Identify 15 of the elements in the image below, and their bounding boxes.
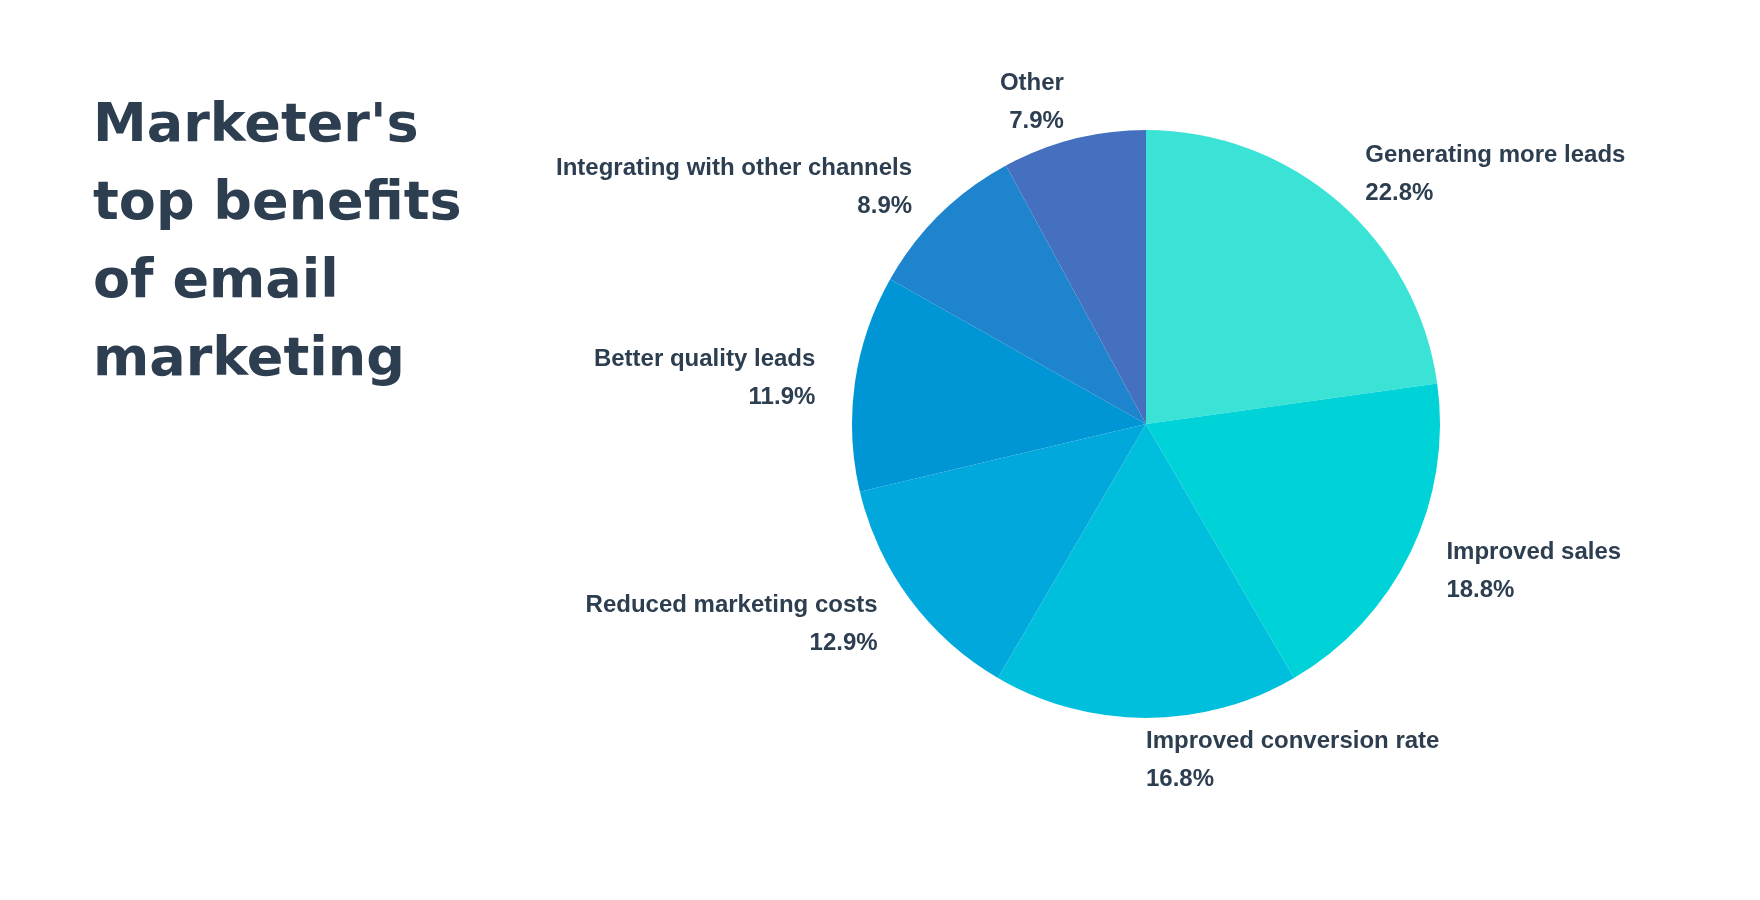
data-label: 12.9% <box>809 628 878 656</box>
slice-label: Better quality leads <box>593 344 816 372</box>
data-label: 7.9% <box>1009 105 1064 133</box>
slice-label: Improved conversion rate <box>1146 725 1440 753</box>
slice-label: Other <box>999 67 1064 95</box>
data-label: 18.8% <box>1446 575 1515 603</box>
data-label: 11.9% <box>748 382 816 410</box>
slice-label: Improved sales <box>1446 537 1622 565</box>
slice-label: Reduced marketing costs <box>585 590 878 618</box>
slice-label: Integrating with other channels <box>556 153 913 181</box>
data-label: 16.8% <box>1146 763 1215 791</box>
data-label: 8.9% <box>857 191 913 219</box>
slice-label: Generating more leads <box>1365 139 1626 167</box>
text: Marketer's top benefits of email marketing <box>93 90 481 388</box>
data-label: 22.8% <box>1365 177 1434 205</box>
